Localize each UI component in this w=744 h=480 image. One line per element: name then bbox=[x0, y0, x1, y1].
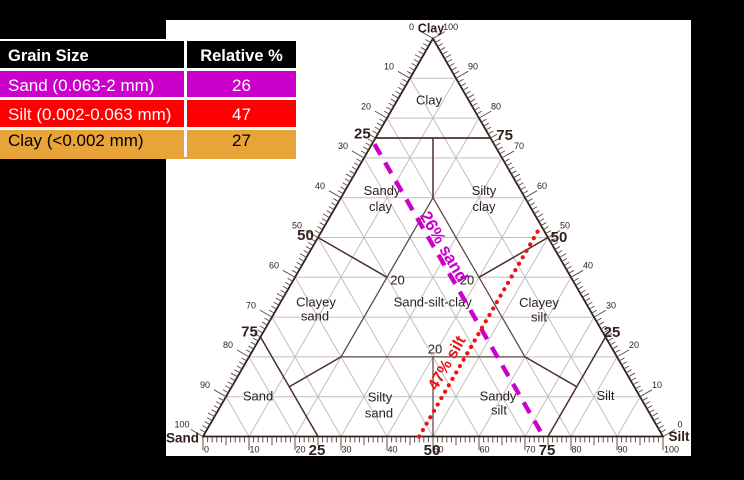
svg-text:sand: sand bbox=[365, 405, 393, 420]
svg-text:Silt: Silt bbox=[668, 429, 690, 444]
svg-text:26% sand: 26% sand bbox=[416, 208, 472, 285]
svg-text:80: 80 bbox=[571, 445, 581, 455]
svg-text:0: 0 bbox=[204, 445, 209, 455]
svg-text:clay: clay bbox=[369, 199, 393, 214]
svg-text:50: 50 bbox=[424, 442, 441, 459]
svg-text:10: 10 bbox=[652, 380, 662, 390]
svg-text:100: 100 bbox=[664, 445, 679, 455]
svg-text:75: 75 bbox=[241, 324, 258, 341]
svg-text:Silty: Silty bbox=[472, 183, 497, 198]
svg-text:50: 50 bbox=[560, 221, 570, 231]
svg-text:20: 20 bbox=[460, 272, 474, 287]
svg-text:100: 100 bbox=[443, 22, 458, 32]
svg-text:10: 10 bbox=[249, 445, 259, 455]
svg-text:30: 30 bbox=[341, 445, 351, 455]
svg-text:40: 40 bbox=[387, 445, 397, 455]
svg-text:50: 50 bbox=[297, 227, 314, 244]
svg-text:70: 70 bbox=[246, 300, 256, 310]
svg-text:25: 25 bbox=[309, 442, 326, 459]
svg-text:90: 90 bbox=[200, 380, 210, 390]
svg-text:70: 70 bbox=[514, 141, 524, 151]
svg-text:silt: silt bbox=[531, 310, 547, 325]
svg-text:50: 50 bbox=[551, 229, 568, 246]
svg-text:clay: clay bbox=[472, 199, 496, 214]
svg-text:75: 75 bbox=[496, 127, 513, 144]
svg-text:80: 80 bbox=[223, 340, 233, 350]
svg-text:60: 60 bbox=[269, 261, 279, 271]
svg-text:Sandy: Sandy bbox=[364, 183, 401, 198]
svg-text:100: 100 bbox=[174, 420, 189, 430]
svg-text:40: 40 bbox=[583, 261, 593, 271]
svg-text:75: 75 bbox=[539, 442, 556, 459]
svg-text:20: 20 bbox=[295, 445, 305, 455]
svg-text:20: 20 bbox=[428, 341, 442, 356]
svg-text:silt: silt bbox=[491, 403, 507, 418]
svg-text:30: 30 bbox=[606, 300, 616, 310]
svg-text:20: 20 bbox=[629, 340, 639, 350]
svg-text:50: 50 bbox=[433, 445, 443, 455]
svg-text:Sand-silt-clay: Sand-silt-clay bbox=[394, 295, 473, 310]
svg-text:25: 25 bbox=[354, 126, 371, 143]
svg-text:Silt: Silt bbox=[596, 388, 614, 403]
svg-text:Clay: Clay bbox=[416, 93, 443, 108]
svg-text:Silty: Silty bbox=[368, 390, 393, 405]
svg-text:Clay: Clay bbox=[418, 22, 444, 36]
svg-text:60: 60 bbox=[479, 445, 489, 455]
svg-text:70: 70 bbox=[525, 445, 535, 455]
svg-text:40: 40 bbox=[315, 181, 325, 191]
svg-text:Sand: Sand bbox=[243, 389, 273, 404]
svg-text:80: 80 bbox=[491, 101, 501, 111]
svg-text:10: 10 bbox=[384, 62, 394, 72]
svg-text:0: 0 bbox=[409, 22, 414, 32]
svg-text:Sand: Sand bbox=[166, 431, 199, 446]
svg-text:30: 30 bbox=[338, 141, 348, 151]
svg-text:20: 20 bbox=[361, 101, 371, 111]
svg-text:Clayey: Clayey bbox=[519, 295, 559, 310]
svg-text:20: 20 bbox=[390, 272, 404, 287]
svg-text:90: 90 bbox=[617, 445, 627, 455]
svg-text:sand: sand bbox=[301, 309, 329, 324]
svg-text:Sandy: Sandy bbox=[480, 389, 517, 404]
svg-text:50: 50 bbox=[292, 221, 302, 231]
svg-text:25: 25 bbox=[604, 324, 621, 341]
svg-text:0: 0 bbox=[677, 420, 682, 430]
svg-text:60: 60 bbox=[537, 181, 547, 191]
svg-text:Clayey: Clayey bbox=[296, 295, 336, 310]
svg-text:90: 90 bbox=[468, 62, 478, 72]
